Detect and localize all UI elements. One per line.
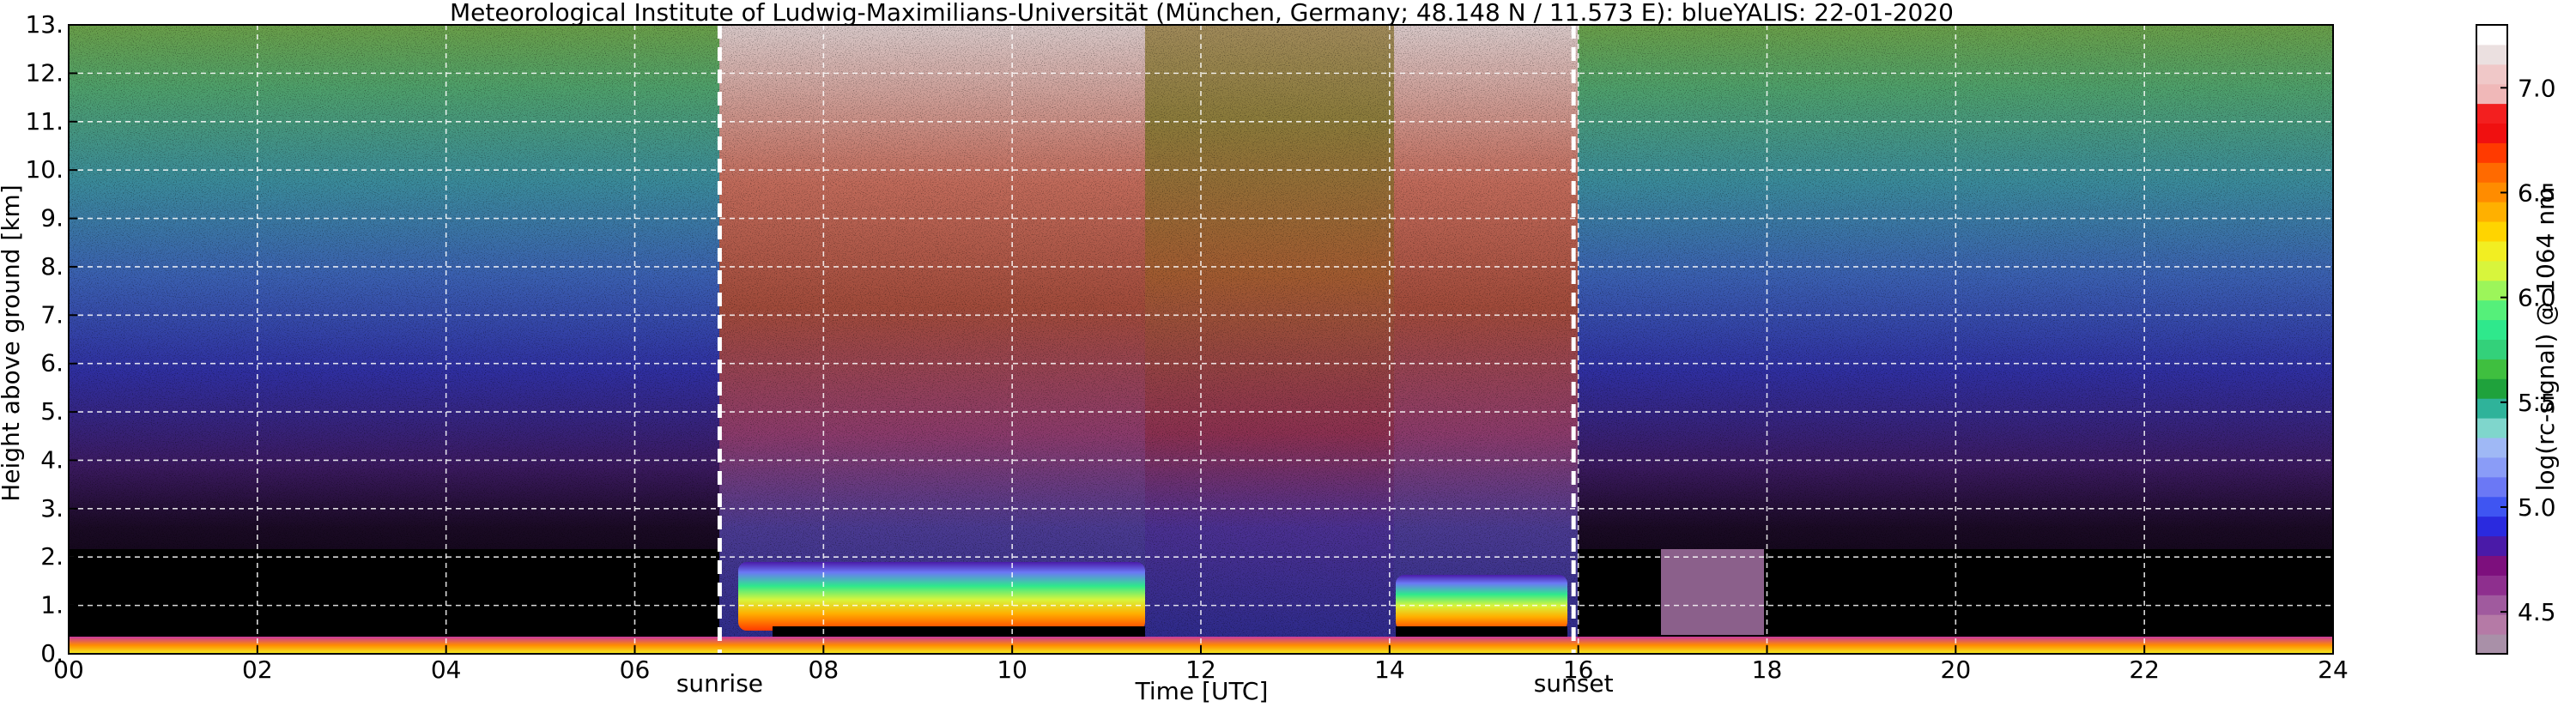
colorbar-segment: [2476, 339, 2507, 360]
y-tick-label: 13.: [25, 10, 64, 39]
colorbar-tick-label: 6.0: [2518, 284, 2556, 312]
pbl-morning: [738, 562, 1145, 631]
colorbar-label: log(rc-signal) @ 1064 nm: [2531, 187, 2560, 492]
colorbar-segment: [2476, 162, 2507, 183]
colorbar-segment: [2476, 359, 2507, 379]
colorbar-segment: [2476, 44, 2507, 65]
colorbar-segment: [2476, 221, 2507, 242]
y-tick-label: 0.: [40, 639, 64, 668]
colorbar-segment: [2476, 398, 2507, 419]
x-tick-label: 06: [620, 656, 651, 684]
x-axis-ticks: 00 02 04 06 08 10 12 14 16 18 20 22 24: [53, 645, 2349, 684]
marker-label-sunset: sunset: [1534, 669, 1614, 698]
night-dark-layer-left: [69, 549, 719, 644]
colorbar-tick-label: 5.0: [2518, 493, 2556, 522]
x-tick-label: 08: [809, 656, 839, 684]
x-tick-label: 04: [431, 656, 462, 684]
colorbar-segment: [2476, 103, 2507, 124]
colorbar-segment: [2476, 516, 2507, 537]
plot-frame: [68, 24, 2334, 655]
colorbar-tick-label: 5.5: [2518, 389, 2556, 417]
x-tick-label: 14: [1374, 656, 1405, 684]
x-tick-label: 16: [1563, 656, 1594, 684]
colorbar-segment: [2476, 202, 2507, 222]
colorbar-segment: [2476, 83, 2507, 105]
colorbar-segment: [2476, 555, 2507, 576]
colorbar-ticks: 4.5 5.0 5.5 6.0 6.5 7.0: [2500, 74, 2556, 626]
colorbar-segment: [2476, 456, 2507, 478]
y-tick-label: 9.: [40, 204, 64, 233]
colorbar-segment: [2476, 595, 2507, 615]
colorbar-segment: [2476, 240, 2507, 262]
colorbar-segment: [2476, 142, 2507, 163]
sun-markers: sunrise sunset: [676, 25, 1614, 698]
x-tick-label: 00: [53, 656, 84, 684]
y-tick-label: 10.: [25, 155, 64, 184]
y-tick-label: 2.: [40, 542, 64, 571]
colorbar-segment: [2476, 535, 2507, 556]
y-tick-label: 8.: [40, 252, 64, 281]
grid-lines: [69, 25, 2333, 654]
chart-title: Meteorological Institute of Ludwig-Maxim…: [450, 0, 1954, 27]
colorbar-segment: [2476, 575, 2507, 595]
colorbar-tick-label: 4.5: [2518, 598, 2556, 626]
colorbar-segment: [2476, 63, 2507, 85]
colorbar: [2476, 25, 2507, 655]
y-tick-label: 4.: [40, 445, 64, 474]
colorbar-segment: [2476, 123, 2507, 143]
colorbar-segment: [2476, 438, 2507, 458]
colorbar-segment: [2476, 299, 2507, 321]
x-tick-label: 12: [1185, 656, 1216, 684]
y-tick-label: 3.: [40, 494, 64, 523]
y-axis-label: Height above ground [km]: [0, 184, 25, 502]
x-tick-label: 24: [2318, 656, 2349, 684]
colorbar-segment: [2476, 25, 2507, 45]
y-tick-label: 12.: [25, 58, 64, 87]
colorbar-segment: [2476, 418, 2507, 438]
x-tick-label: 20: [1941, 656, 1972, 684]
colorbar-segment: [2476, 319, 2507, 340]
x-tick-label: 22: [2129, 656, 2160, 684]
y-tick-label: 11.: [25, 107, 64, 136]
y-tick-label: 6.: [40, 349, 64, 378]
colorbar-segment: [2476, 476, 2507, 498]
pbl-base-dark-2: [1396, 626, 1567, 638]
colorbar-segment: [2476, 634, 2507, 655]
colorbar-segment: [2476, 280, 2507, 301]
colorbar-segment: [2476, 260, 2507, 281]
colorbar-segment: [2476, 614, 2507, 635]
colorbar-segment: [2476, 378, 2507, 399]
x-axis-label: Time [UTC]: [1135, 677, 1269, 705]
x-tick-label: 18: [1752, 656, 1783, 684]
pbl-afternoon: [1396, 575, 1567, 631]
colorbar-segment: [2476, 182, 2507, 202]
marker-label-sunrise: sunrise: [676, 669, 763, 698]
y-axis-ticks: 0. 1. 2. 3. 4. 5. 6. 7. 8. 9. 10. 11. 12. 13.: [25, 10, 77, 668]
y-tick-label: 7.: [40, 300, 64, 329]
pbl-base-dark: [773, 626, 1145, 638]
colorbar-frame: [2476, 24, 2508, 655]
y-tick-label: 1.: [40, 591, 64, 619]
colorbar-segment: [2476, 496, 2507, 517]
evening-plume: [1661, 549, 1764, 635]
colorbar-tick-label: 6.5: [2518, 178, 2556, 207]
x-tick-label: 02: [242, 656, 273, 684]
colorbar-tick-label: 7.0: [2518, 74, 2556, 102]
y-tick-label: 5.: [40, 397, 64, 426]
x-tick-label: 10: [997, 656, 1027, 684]
